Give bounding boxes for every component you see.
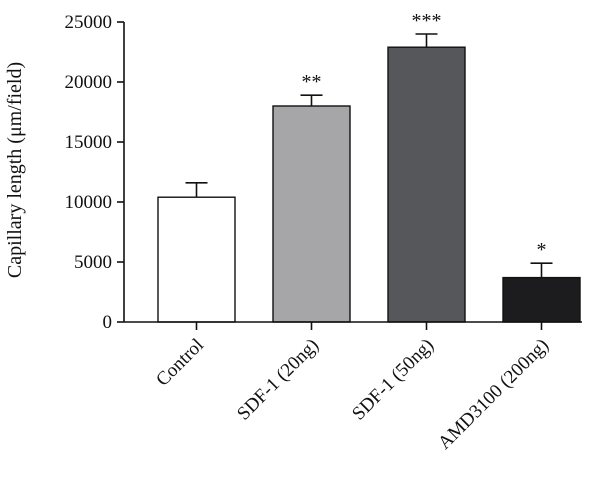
significance-markers: ****** <box>302 10 547 261</box>
x-tick-label: SDF-1 (20ng) <box>233 335 323 425</box>
error-bars <box>185 33 553 278</box>
x-tick-label: SDF-1 (50ng) <box>348 335 438 425</box>
bar <box>157 196 236 323</box>
significance-marker: *** <box>412 10 442 32</box>
y-tick-label: 15000 <box>65 132 113 153</box>
y-tick-label: 20000 <box>65 72 113 93</box>
x-tick-label: AMD3100 (200ng) <box>434 335 553 454</box>
significance-marker: * <box>537 239 547 261</box>
y-tick-label: 0 <box>103 312 113 333</box>
bar <box>272 105 351 323</box>
bar <box>502 276 581 323</box>
y-axis: 0 5000 10000 15000 20000 25000 <box>65 12 125 333</box>
x-axis: Control SDF-1 (20ng) SDF-1 (50ng)AMD3100 (… <box>124 321 582 454</box>
x-tick-label: Control <box>152 335 208 391</box>
y-axis-title: Capillary length (μm/field) <box>4 62 26 278</box>
significance-marker: ** <box>302 71 322 93</box>
bar <box>387 46 466 323</box>
y-tick-label: 10000 <box>65 192 113 213</box>
y-tick-label: 5000 <box>74 252 112 273</box>
y-tick-label: 25000 <box>65 12 113 33</box>
bars <box>157 46 581 323</box>
